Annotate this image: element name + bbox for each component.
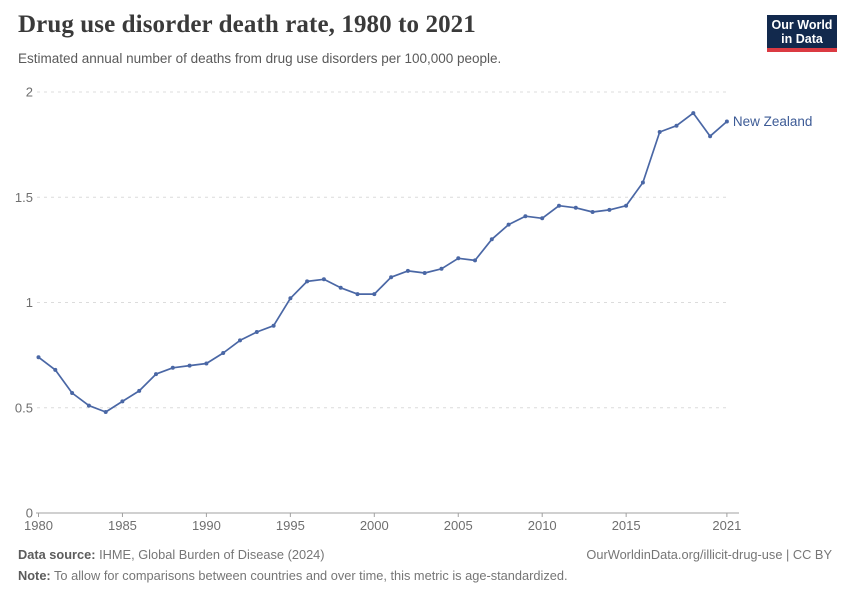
data-point[interactable] (607, 207, 612, 212)
data-point[interactable] (439, 266, 444, 271)
x-tick-label: 1995 (276, 518, 305, 533)
data-point[interactable] (389, 275, 394, 280)
data-point[interactable] (405, 268, 410, 273)
chart-title: Drug use disorder death rate, 1980 to 20… (18, 11, 476, 38)
data-point[interactable] (724, 119, 729, 124)
x-tick-label: 2005 (444, 518, 473, 533)
data-point[interactable] (137, 388, 142, 393)
x-tick-label: 1980 (24, 518, 53, 533)
x-tick-label: 2010 (528, 518, 557, 533)
data-point[interactable] (204, 361, 209, 366)
data-point[interactable] (573, 205, 578, 210)
series-line-new-zealand[interactable] (37, 112, 728, 413)
data-point[interactable] (523, 214, 528, 219)
data-point[interactable] (489, 237, 494, 242)
data-point[interactable] (103, 410, 108, 414)
owid-logo-line2: in Data (781, 31, 823, 46)
x-tick-label: 2000 (360, 518, 389, 533)
note-text: To allow for comparisons between countri… (50, 568, 568, 583)
data-point[interactable] (221, 351, 226, 355)
data-point[interactable] (422, 271, 427, 275)
x-tick-label: 1990 (192, 518, 221, 533)
y-tick-label: 0 (26, 506, 33, 521)
note-label: Note: (18, 568, 51, 583)
x-tick-label: 1985 (108, 518, 137, 533)
data-point[interactable] (355, 292, 360, 297)
x-tick-label: 2021 (712, 518, 741, 533)
data-point[interactable] (305, 279, 310, 284)
data-point[interactable] (154, 372, 158, 377)
data-point[interactable] (338, 285, 343, 290)
data-source-line: Data source: IHME, Global Burden of Dise… (18, 544, 325, 565)
y-tick-label: 2 (26, 85, 33, 100)
data-point[interactable] (473, 258, 477, 263)
y-tick-label: 1.5 (15, 190, 33, 205)
line-chart-area: 0 0.5 1 1.5 2 1980 1985 1990 1995 2000 2005 2010 201… (0, 80, 850, 542)
data-point[interactable] (120, 399, 125, 404)
data-source-label: Data source: (18, 547, 96, 562)
chart-subtitle: Estimated annual number of deaths from d… (18, 51, 502, 66)
data-point[interactable] (590, 210, 595, 214)
data-source-text: IHME, Global Burden of Disease (2024) (95, 547, 325, 562)
data-point[interactable] (674, 123, 679, 128)
note-line: Note: To allow for comparisons between c… (18, 565, 832, 586)
data-point[interactable] (238, 338, 242, 343)
x-tick-label: 2015 (612, 518, 641, 533)
data-point[interactable] (657, 130, 662, 134)
data-point[interactable] (540, 216, 545, 221)
data-point[interactable] (170, 365, 175, 370)
line-chart-svg: 0 0.5 1 1.5 2 1980 1985 1990 1995 2000 2005 2010 201… (15, 85, 813, 534)
y-tick-label: 0.5 (15, 400, 33, 415)
data-point[interactable] (624, 203, 629, 208)
owid-logo: Our World in Data (767, 15, 837, 52)
data-point[interactable] (254, 330, 259, 334)
data-point[interactable] (640, 180, 645, 185)
data-point[interactable] (288, 296, 293, 301)
data-point[interactable] (36, 355, 41, 360)
data-point[interactable] (372, 292, 377, 297)
attribution-link[interactable]: OurWorldinData.org/illicit-drug-use | CC… (586, 547, 832, 562)
data-point[interactable] (691, 111, 696, 116)
data-point[interactable] (456, 256, 461, 261)
data-point[interactable] (53, 367, 58, 372)
data-point[interactable] (271, 323, 276, 328)
data-point[interactable] (86, 403, 91, 408)
data-point[interactable] (187, 363, 192, 368)
data-point[interactable] (708, 134, 713, 139)
owid-logo-line1: Our World (771, 17, 833, 32)
data-point[interactable] (70, 391, 75, 395)
data-point[interactable] (506, 222, 511, 227)
chart-footer: Data source: IHME, Global Burden of Dise… (18, 544, 832, 586)
data-point[interactable] (557, 203, 561, 208)
data-point[interactable] (321, 277, 326, 282)
series-end-label[interactable]: New Zealand (733, 114, 813, 129)
y-tick-label: 1 (26, 295, 33, 310)
